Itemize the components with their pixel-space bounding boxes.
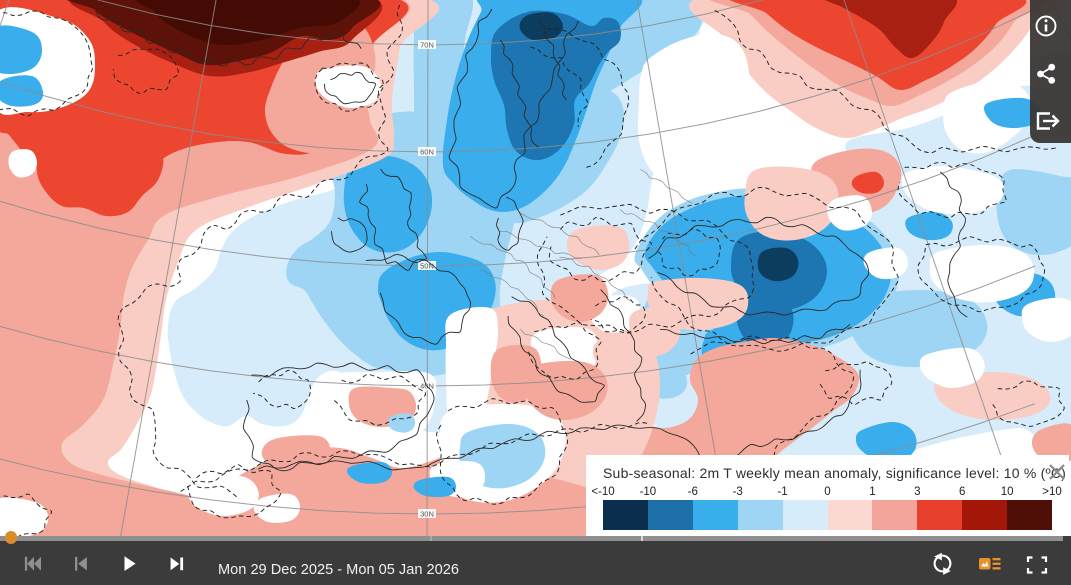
svg-text:60N: 60N	[420, 148, 434, 157]
svg-text:70N: 70N	[420, 41, 434, 50]
svg-text:50N: 50N	[420, 262, 434, 271]
svg-text:30N: 30N	[420, 510, 434, 519]
svg-text:Mon 29 Dec 2025 - Mon 05 Jan 2: Mon 29 Dec 2025 - Mon 05 Jan 2026	[218, 562, 459, 578]
